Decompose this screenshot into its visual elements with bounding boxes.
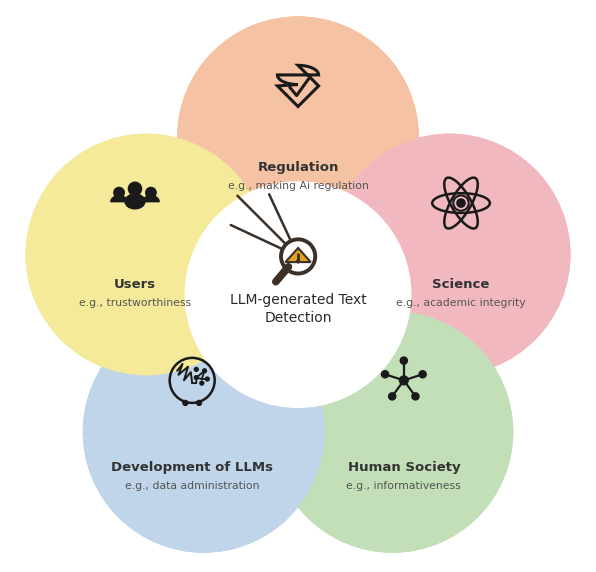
Circle shape — [200, 381, 204, 385]
Circle shape — [381, 371, 389, 378]
Circle shape — [389, 393, 396, 400]
Circle shape — [401, 357, 408, 364]
Circle shape — [272, 312, 513, 552]
Circle shape — [330, 134, 570, 375]
Circle shape — [272, 312, 513, 552]
Polygon shape — [125, 194, 145, 202]
Text: LLM-generated Text
Detection: LLM-generated Text Detection — [229, 293, 367, 325]
Circle shape — [178, 17, 418, 257]
Circle shape — [114, 188, 125, 198]
Polygon shape — [142, 196, 159, 202]
Circle shape — [26, 134, 266, 375]
Circle shape — [330, 134, 570, 375]
Circle shape — [183, 400, 188, 406]
Circle shape — [399, 376, 408, 385]
Circle shape — [83, 312, 324, 552]
Text: Science: Science — [432, 279, 490, 291]
Ellipse shape — [125, 194, 145, 209]
Circle shape — [272, 312, 513, 552]
Polygon shape — [285, 248, 311, 262]
Circle shape — [412, 393, 419, 400]
Circle shape — [203, 369, 206, 373]
Circle shape — [206, 377, 209, 381]
Circle shape — [194, 367, 198, 371]
Text: e.g., informativeness: e.g., informativeness — [346, 481, 461, 491]
Circle shape — [83, 312, 324, 552]
Circle shape — [178, 17, 418, 257]
Circle shape — [178, 17, 418, 257]
Circle shape — [26, 134, 266, 375]
Circle shape — [197, 400, 201, 406]
Circle shape — [192, 189, 404, 400]
Circle shape — [330, 134, 570, 375]
Circle shape — [215, 212, 381, 378]
Text: Human Society: Human Society — [347, 462, 460, 474]
Circle shape — [194, 376, 198, 380]
Circle shape — [83, 312, 324, 552]
Text: e.g., trustworthiness: e.g., trustworthiness — [79, 298, 191, 308]
Text: e.g., data administration: e.g., data administration — [125, 481, 259, 491]
Circle shape — [419, 371, 426, 378]
Circle shape — [297, 260, 300, 263]
Text: e.g., academic integrity: e.g., academic integrity — [396, 298, 526, 308]
Circle shape — [26, 134, 266, 375]
Polygon shape — [111, 196, 128, 202]
Text: Development of LLMs: Development of LLMs — [111, 462, 273, 474]
Text: Regulation: Regulation — [257, 161, 339, 174]
Text: e.g., making Ai regulation: e.g., making Ai regulation — [228, 181, 368, 191]
Circle shape — [128, 182, 142, 196]
Circle shape — [145, 188, 156, 198]
Text: Users: Users — [114, 279, 156, 291]
Circle shape — [457, 199, 465, 207]
Circle shape — [215, 212, 381, 378]
